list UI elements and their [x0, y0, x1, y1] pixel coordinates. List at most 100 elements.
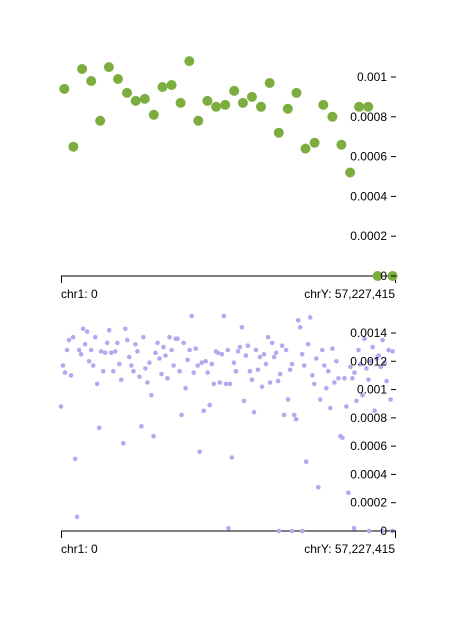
bottom-data-point — [217, 380, 223, 385]
bottom-data-point — [215, 350, 221, 356]
bottom-data-point — [205, 370, 210, 375]
bottom-data-point — [366, 377, 371, 383]
bottom-data-point — [227, 381, 233, 387]
bottom-data-point — [153, 350, 158, 356]
top-x-start-label: chr1: 0 — [61, 287, 98, 301]
bottom-data-point — [117, 361, 122, 367]
top-data-point — [256, 101, 266, 112]
bottom-data-point — [113, 349, 118, 354]
bottom-data-point — [384, 378, 389, 384]
bottom-data-point — [70, 334, 76, 340]
bottom-data-point — [301, 363, 307, 368]
bottom-points — [58, 313, 395, 534]
top-y-axis: 0 0.0002 0.0004 0.0006 0.0008 0.001 — [350, 70, 396, 283]
bottom-data-point — [289, 361, 295, 367]
bottom-data-point — [287, 367, 293, 373]
bottom-data-point — [121, 441, 126, 446]
bottom-data-point — [360, 392, 365, 398]
top-y-tick-label: 0.0008 — [350, 110, 387, 124]
top-data-point — [211, 101, 222, 112]
bottom-data-point — [233, 368, 239, 374]
bottom-data-point — [368, 359, 373, 364]
bottom-data-point — [167, 334, 172, 340]
top-data-point — [273, 127, 284, 138]
bottom-data-point — [356, 347, 361, 353]
bottom-data-point — [211, 381, 217, 387]
bottom-data-point — [58, 404, 64, 409]
bottom-data-point — [366, 528, 372, 534]
bottom-data-point — [229, 455, 235, 460]
bottom-data-point — [241, 398, 247, 404]
bottom-data-point — [291, 412, 297, 418]
bottom-data-point — [187, 347, 192, 353]
bottom-data-point — [255, 367, 261, 373]
bottom-data-point — [185, 357, 190, 363]
bottom-data-point — [98, 349, 104, 354]
bottom-data-point — [203, 359, 208, 364]
bottom-data-point — [90, 363, 96, 368]
bottom-data-point — [285, 397, 291, 402]
bottom-data-point — [115, 340, 120, 346]
bottom-data-point — [231, 360, 237, 366]
bottom-data-point — [179, 412, 184, 418]
top-data-point — [148, 109, 159, 120]
top-data-point — [229, 85, 240, 96]
bottom-data-point — [119, 377, 124, 383]
bottom-data-point — [289, 528, 295, 534]
bottom-data-point — [322, 363, 327, 368]
bottom-data-point — [320, 347, 325, 353]
bottom-data-point — [189, 313, 194, 319]
bottom-data-point — [249, 377, 255, 383]
bottom-data-point — [123, 326, 128, 332]
bottom-y-tick-label: 0.0014 — [350, 326, 387, 340]
bottom-data-point — [64, 347, 70, 353]
bottom-data-point — [151, 433, 156, 439]
bottom-data-point — [277, 371, 283, 377]
bottom-data-point — [275, 378, 281, 384]
bottom-data-point — [348, 364, 353, 370]
top-data-point — [77, 64, 88, 74]
top-data-point — [282, 103, 293, 114]
bottom-data-point — [80, 326, 86, 332]
bottom-data-point — [235, 349, 241, 354]
bottom-data-point — [147, 360, 152, 366]
bottom-data-point — [305, 342, 311, 347]
bottom-data-point — [104, 340, 110, 346]
top-data-point — [193, 115, 204, 126]
top-data-point — [246, 91, 257, 102]
top-data-point — [264, 78, 275, 88]
bottom-y-tick-label: 0 — [380, 524, 387, 538]
bottom-data-point — [314, 356, 319, 361]
bottom-data-point — [299, 351, 305, 357]
top-data-point — [363, 101, 374, 112]
top-points — [59, 56, 398, 281]
bottom-data-point — [223, 381, 229, 387]
bottom-data-point — [318, 397, 323, 402]
bottom-data-point — [334, 359, 339, 364]
bottom-data-point — [265, 334, 271, 340]
top-data-point — [86, 76, 97, 86]
bottom-data-point — [157, 356, 162, 361]
bottom-data-point — [340, 435, 345, 441]
bottom-data-point — [328, 405, 333, 411]
bottom-data-point — [281, 412, 287, 418]
bottom-data-point — [380, 337, 385, 343]
bottom-y-tick-label: 0.001 — [357, 383, 387, 397]
top-data-point — [202, 95, 213, 106]
top-data-point — [220, 99, 231, 110]
bottom-data-point — [145, 380, 150, 385]
bottom-data-point — [352, 370, 357, 375]
top-data-point — [59, 83, 70, 94]
bottom-data-point — [191, 370, 196, 375]
top-y-tick-label: 0 — [380, 269, 387, 283]
bottom-data-point — [295, 318, 301, 323]
top-data-point — [166, 80, 177, 90]
bottom-data-point — [125, 337, 130, 343]
bottom-data-point — [72, 456, 78, 462]
bottom-data-point — [225, 347, 231, 353]
bottom-data-point — [163, 353, 168, 358]
bottom-data-point — [299, 528, 305, 534]
bottom-data-point — [336, 376, 341, 381]
top-data-point — [300, 143, 311, 154]
bottom-data-point — [273, 350, 279, 356]
